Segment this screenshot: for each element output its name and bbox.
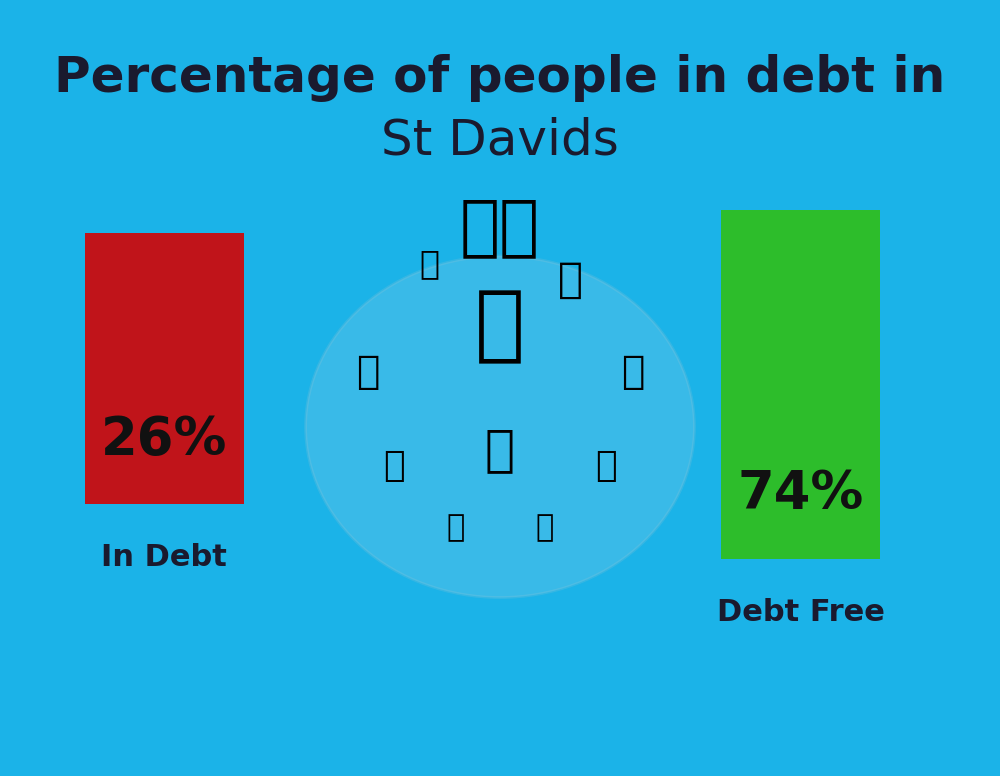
Text: 💼: 💼 bbox=[383, 449, 405, 483]
Text: 📋: 📋 bbox=[535, 513, 553, 542]
FancyBboxPatch shape bbox=[721, 210, 880, 559]
Text: 🇬🇧: 🇬🇧 bbox=[460, 194, 540, 260]
Text: 🦅: 🦅 bbox=[419, 248, 439, 280]
Circle shape bbox=[306, 256, 694, 598]
Text: 74%: 74% bbox=[737, 468, 864, 520]
FancyBboxPatch shape bbox=[85, 233, 244, 504]
Text: 🚗: 🚗 bbox=[485, 426, 515, 474]
Text: 📱: 📱 bbox=[621, 354, 644, 391]
Text: 💰: 💰 bbox=[356, 354, 379, 391]
Text: Debt Free: Debt Free bbox=[717, 598, 884, 626]
Text: 🏦: 🏦 bbox=[475, 286, 525, 366]
Text: 🎓: 🎓 bbox=[595, 449, 617, 483]
Text: 🏠: 🏠 bbox=[558, 258, 583, 300]
Text: In Debt: In Debt bbox=[101, 543, 227, 572]
Text: 26%: 26% bbox=[101, 414, 227, 466]
Text: St Davids: St Davids bbox=[381, 116, 619, 165]
Text: 💵: 💵 bbox=[447, 513, 465, 542]
Text: Percentage of people in debt in: Percentage of people in debt in bbox=[54, 54, 946, 102]
